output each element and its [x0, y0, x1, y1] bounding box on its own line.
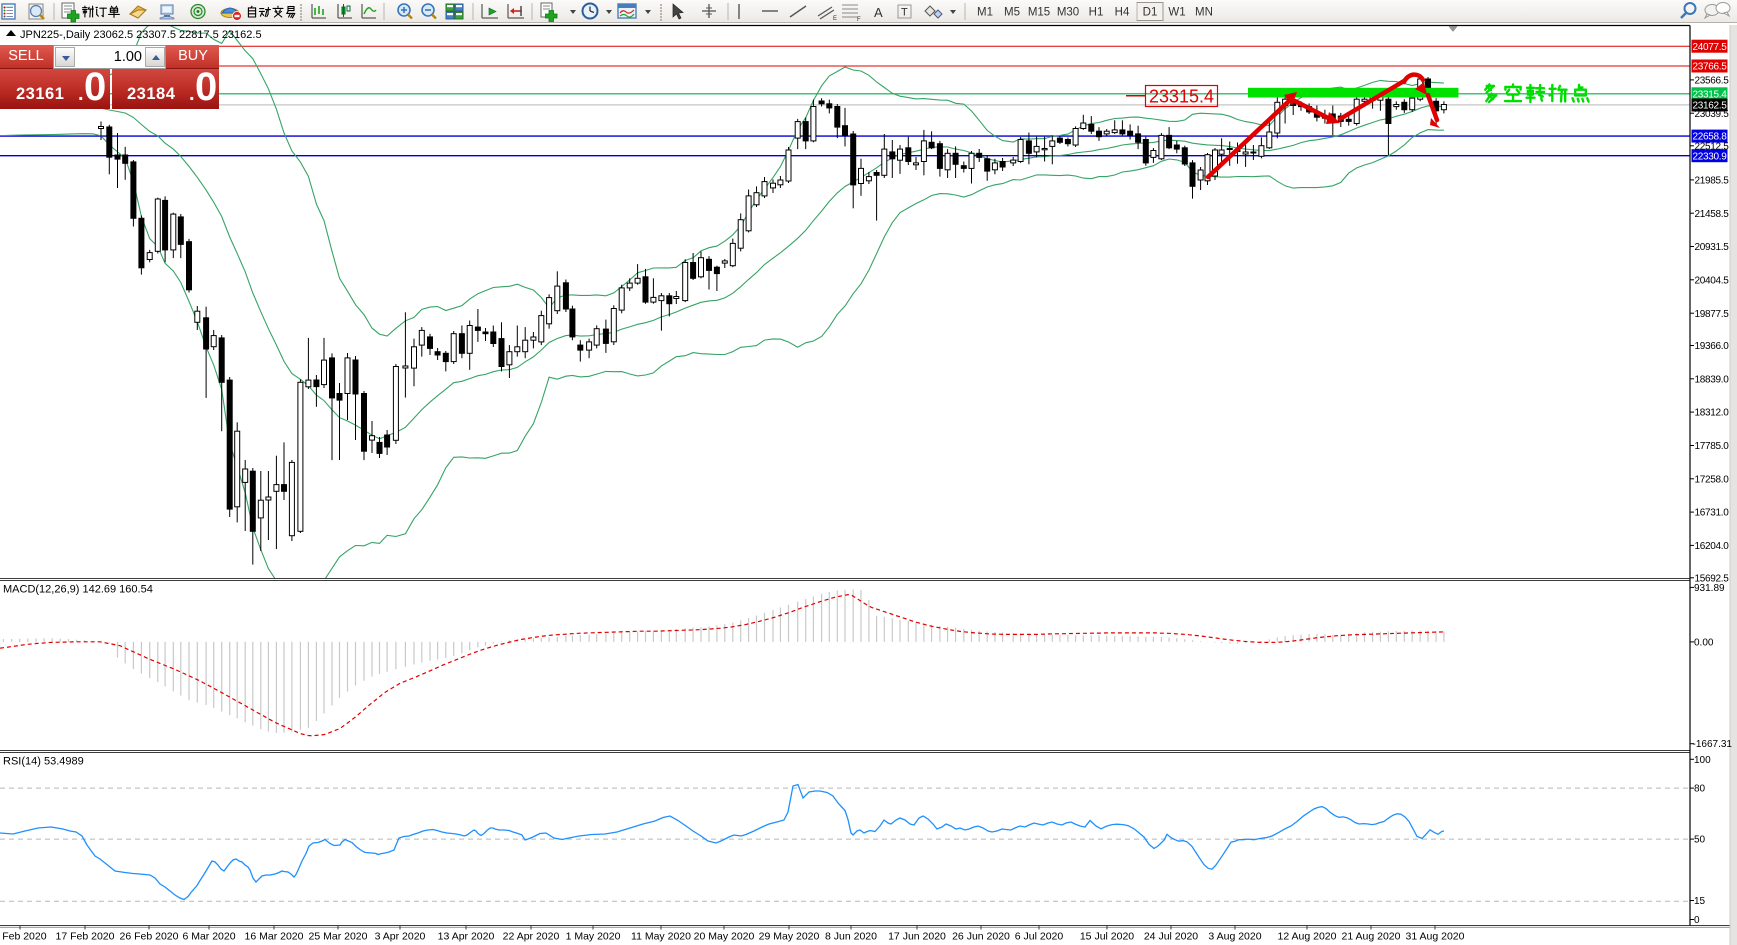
- svg-text:19366.0: 19366.0: [1695, 341, 1730, 352]
- svg-text:1 May 2020: 1 May 2020: [566, 931, 621, 943]
- svg-text:50: 50: [1694, 835, 1706, 846]
- svg-text:23315.4: 23315.4: [1149, 87, 1214, 107]
- svg-text:23566.5: 23566.5: [1695, 76, 1730, 87]
- svg-text:19877.5: 19877.5: [1695, 309, 1730, 320]
- svg-text:17258.0: 17258.0: [1695, 474, 1730, 485]
- svg-text:22512.5: 22512.5: [1695, 141, 1730, 152]
- svg-text:22658.8: 22658.8: [1692, 132, 1727, 143]
- svg-text:16731.0: 16731.0: [1695, 508, 1730, 519]
- svg-text:17 Feb 2020: 17 Feb 2020: [56, 931, 115, 943]
- svg-text:M1: M1: [977, 7, 993, 19]
- svg-text:MN: MN: [1195, 7, 1213, 19]
- svg-text:H4: H4: [1115, 7, 1130, 19]
- svg-text:16 Mar 2020: 16 Mar 2020: [245, 931, 304, 943]
- svg-text:21458.5: 21458.5: [1695, 209, 1730, 220]
- svg-text:3 Apr 2020: 3 Apr 2020: [375, 931, 426, 943]
- svg-text:29 May 2020: 29 May 2020: [759, 931, 820, 943]
- svg-text:8 Jun 2020: 8 Jun 2020: [825, 931, 877, 943]
- svg-text:15692.5: 15692.5: [1695, 573, 1730, 584]
- svg-text:26 Jun 2020: 26 Jun 2020: [952, 931, 1010, 943]
- svg-text:24 Jul 2020: 24 Jul 2020: [1144, 931, 1198, 943]
- svg-text:M30: M30: [1057, 7, 1079, 19]
- svg-text:18839.0: 18839.0: [1695, 374, 1730, 385]
- svg-text:12 Aug 2020: 12 Aug 2020: [1278, 931, 1337, 943]
- svg-text:31 Aug 2020: 31 Aug 2020: [1406, 931, 1465, 943]
- svg-text:20931.5: 20931.5: [1695, 242, 1730, 253]
- svg-text:M15: M15: [1028, 7, 1050, 19]
- svg-text:17785.0: 17785.0: [1695, 441, 1730, 452]
- svg-text:20404.5: 20404.5: [1695, 275, 1730, 286]
- svg-text:3 Aug 2020: 3 Aug 2020: [1208, 931, 1261, 943]
- svg-text:H1: H1: [1089, 7, 1104, 19]
- svg-text:T: T: [901, 7, 908, 19]
- svg-text:W1: W1: [1168, 7, 1185, 19]
- svg-text:25 Mar 2020: 25 Mar 2020: [309, 931, 368, 943]
- svg-text:0.00: 0.00: [1694, 638, 1714, 649]
- svg-text:13 Apr 2020: 13 Apr 2020: [438, 931, 495, 943]
- svg-text:17 Jun 2020: 17 Jun 2020: [888, 931, 946, 943]
- svg-text:A: A: [874, 5, 883, 20]
- svg-text:23039.5: 23039.5: [1695, 109, 1730, 120]
- svg-text:JPN225-,Daily 23062.5 23307.5: JPN225-,Daily 23062.5 23307.5 22817.5 23…: [20, 29, 262, 41]
- svg-text:23766.5: 23766.5: [1692, 62, 1727, 73]
- svg-text:100: 100: [1694, 755, 1711, 766]
- svg-text:22330.9: 22330.9: [1692, 151, 1727, 162]
- svg-text:E: E: [833, 16, 837, 22]
- svg-text:MACD(12,26,9) 142.69 160.54: MACD(12,26,9) 142.69 160.54: [3, 584, 153, 596]
- svg-text:7 Feb 2020: 7 Feb 2020: [0, 931, 47, 943]
- svg-text:18312.0: 18312.0: [1695, 408, 1730, 419]
- svg-text:6 Jul 2020: 6 Jul 2020: [1015, 931, 1064, 943]
- svg-text:26 Feb 2020: 26 Feb 2020: [120, 931, 179, 943]
- svg-text:6 Mar 2020: 6 Mar 2020: [182, 931, 235, 943]
- svg-text:D1: D1: [1143, 7, 1158, 19]
- svg-text:22 Apr 2020: 22 Apr 2020: [503, 931, 560, 943]
- svg-text:11 May 2020: 11 May 2020: [631, 931, 691, 943]
- svg-text:RSI(14) 53.4989: RSI(14) 53.4989: [3, 756, 84, 768]
- svg-text:M5: M5: [1004, 7, 1020, 19]
- svg-text:21985.5: 21985.5: [1695, 176, 1730, 187]
- svg-text:F: F: [857, 17, 861, 23]
- svg-text:0: 0: [1694, 915, 1700, 926]
- svg-text:20 May 2020: 20 May 2020: [694, 931, 755, 943]
- svg-text:23315.4: 23315.4: [1692, 89, 1727, 100]
- svg-text:931.89: 931.89: [1694, 583, 1725, 594]
- svg-text:15 Jul 2020: 15 Jul 2020: [1080, 931, 1134, 943]
- svg-text:15: 15: [1694, 896, 1706, 907]
- svg-text:21 Aug 2020: 21 Aug 2020: [1342, 931, 1401, 943]
- svg-text:24077.5: 24077.5: [1692, 42, 1727, 53]
- svg-text:16204.0: 16204.0: [1695, 541, 1730, 552]
- svg-text:23162.5: 23162.5: [1692, 101, 1727, 112]
- svg-text:-1667.31: -1667.31: [1693, 739, 1733, 750]
- svg-text:80: 80: [1694, 784, 1706, 795]
